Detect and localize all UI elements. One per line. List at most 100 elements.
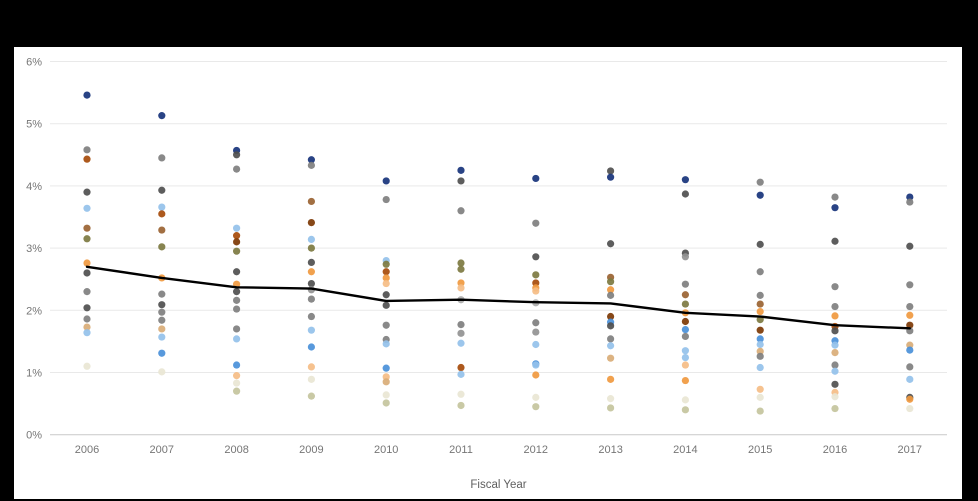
scatter-dot[interactable] [532,403,540,411]
scatter-dot[interactable] [307,161,315,169]
scatter-dot[interactable] [158,203,166,211]
scatter-dot[interactable] [233,305,241,313]
scatter-dot[interactable] [906,281,914,289]
scatter-dot[interactable] [681,396,690,404]
scatter-dot[interactable] [607,312,615,321]
scatter-dot[interactable] [756,326,764,334]
scatter-dot[interactable] [532,174,540,183]
scatter-dot[interactable] [607,173,615,181]
scatter-dot[interactable] [457,207,465,215]
scatter-dot[interactable] [607,395,615,403]
scatter-dot[interactable] [607,354,615,362]
scatter-dot[interactable] [83,235,91,243]
scatter-dot[interactable] [906,311,914,319]
scatter-dot[interactable] [233,361,241,369]
scatter-dot[interactable] [83,315,91,323]
scatter-dot[interactable] [532,393,540,401]
scatter-dot[interactable] [233,387,241,395]
scatter-dot[interactable] [756,300,764,308]
scatter-dot[interactable] [607,278,615,286]
scatter-dot[interactable] [83,91,91,99]
scatter-dot[interactable] [233,372,241,380]
scatter-dot[interactable] [233,379,241,387]
scatter-dot[interactable] [307,295,315,303]
scatter-dot[interactable] [756,191,764,199]
scatter-dot[interactable] [756,307,764,316]
scatter-dot[interactable] [756,385,764,393]
scatter-dot[interactable] [457,329,465,337]
scatter-dot[interactable] [906,395,914,403]
scatter-dot[interactable] [307,343,315,351]
scatter-dot[interactable] [83,323,91,331]
scatter-dot[interactable] [681,332,690,341]
scatter-dot[interactable] [681,291,690,299]
scatter-dot[interactable] [307,235,315,243]
scatter-dot[interactable] [382,364,390,372]
scatter-dot[interactable] [607,342,615,350]
scatter-dot[interactable] [756,352,764,360]
scatter-dot[interactable] [831,404,839,413]
scatter-dot[interactable] [756,335,764,343]
scatter-dot[interactable] [382,340,390,348]
scatter-dot[interactable] [607,240,615,248]
scatter-dot[interactable] [532,219,540,227]
scatter-dot[interactable] [382,391,390,399]
scatter-dot[interactable] [906,242,914,250]
scatter-dot[interactable] [681,190,690,198]
scatter-dot[interactable] [457,265,465,273]
scatter-dot[interactable] [607,291,615,299]
scatter-dot[interactable] [532,371,540,379]
scatter-dot[interactable] [158,301,166,309]
scatter-dot[interactable] [307,244,315,252]
scatter-dot[interactable] [233,296,241,304]
scatter-dot[interactable] [307,268,315,276]
scatter-dot[interactable] [233,151,241,159]
scatter-dot[interactable] [307,279,315,288]
scatter-dot[interactable] [233,165,241,173]
scatter-dot[interactable] [307,197,315,206]
scatter-dot[interactable] [382,321,390,329]
scatter-dot[interactable] [532,328,540,336]
scatter-dot[interactable] [158,186,166,194]
scatter-dot[interactable] [457,321,465,329]
scatter-dot[interactable] [382,268,390,276]
scatter-dot[interactable] [681,317,690,326]
scatter-dot[interactable] [307,156,315,164]
scatter-dot[interactable] [158,349,166,357]
scatter-dot[interactable] [233,224,241,232]
scatter-dot[interactable] [681,253,690,261]
scatter-dot[interactable] [382,177,390,185]
scatter-dot[interactable] [681,300,690,308]
scatter-dot[interactable] [233,238,241,246]
scatter-dot[interactable] [457,259,465,267]
scatter-dot[interactable] [532,361,540,369]
scatter-dot[interactable] [83,269,91,277]
scatter-dot[interactable] [158,243,166,251]
scatter-dot[interactable] [906,193,914,201]
scatter-dot[interactable] [307,363,315,371]
scatter-dot[interactable] [382,301,390,309]
scatter-dot[interactable] [532,287,540,295]
scatter-dot[interactable] [382,195,390,204]
scatter-dot[interactable] [307,312,315,321]
scatter-dot[interactable] [83,362,91,370]
scatter-dot[interactable] [233,247,241,255]
trend-line[interactable] [85,265,911,330]
scatter-dot[interactable] [607,404,615,412]
scatter-dot[interactable] [382,399,390,407]
scatter-dot[interactable] [607,167,615,175]
scatter-dot[interactable] [831,327,839,335]
scatter-dot[interactable] [457,177,465,185]
scatter-dot[interactable] [831,283,839,291]
scatter-dot[interactable] [382,378,390,386]
scatter-dot[interactable] [681,325,690,334]
scatter-dot[interactable] [158,226,166,234]
scatter-dot[interactable] [83,224,91,232]
scatter-dot[interactable] [906,341,914,349]
scatter-dot[interactable] [158,316,166,324]
scatter-dot[interactable] [906,404,914,413]
scatter-dot[interactable] [158,290,166,298]
scatter-dot[interactable] [307,218,315,227]
scatter-dot[interactable] [607,286,615,294]
scatter-dot[interactable] [831,193,839,201]
